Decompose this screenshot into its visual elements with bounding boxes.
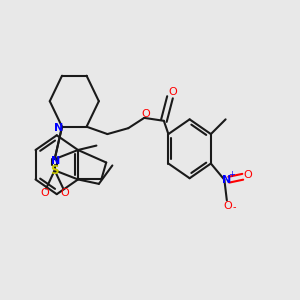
- Text: +: +: [228, 170, 235, 179]
- Text: O: O: [168, 87, 177, 97]
- Text: O: O: [61, 188, 70, 198]
- Text: O: O: [141, 109, 150, 119]
- Text: N: N: [51, 156, 61, 166]
- Text: O: O: [40, 188, 49, 198]
- Text: -: -: [232, 202, 236, 212]
- Text: O: O: [224, 201, 233, 211]
- Text: N: N: [55, 123, 64, 133]
- Text: O: O: [243, 170, 252, 180]
- Text: N: N: [222, 175, 231, 185]
- Text: S: S: [50, 164, 59, 177]
